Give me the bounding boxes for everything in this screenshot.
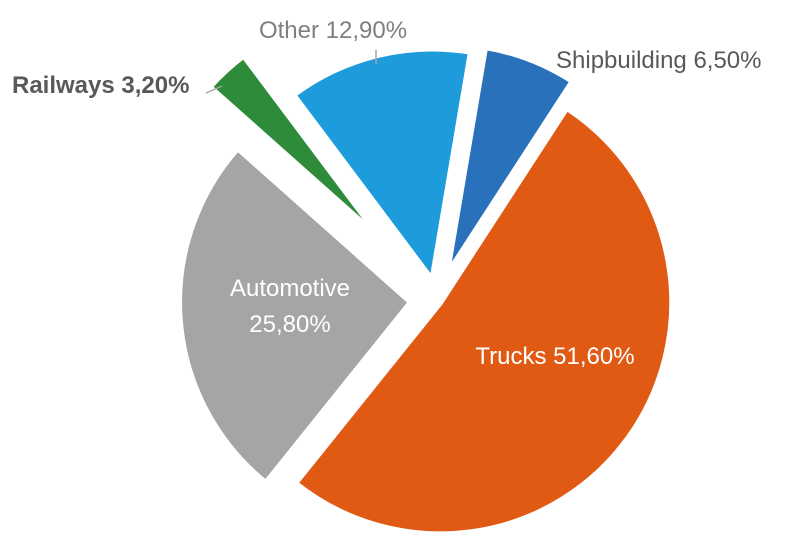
- data-label-railways: Railways 3,20%: [12, 72, 189, 99]
- pie-slice-railways: [205, 51, 386, 244]
- pie-slice-other: [288, 45, 475, 288]
- pie-slice-shipbuilding: [443, 43, 577, 278]
- pie-slice-trucks: [290, 103, 676, 538]
- data-label-other: Other 12,90%: [259, 17, 407, 44]
- data-label-automotive: Automotive 25,80%: [230, 275, 350, 338]
- data-label-shipbuilding: Shipbuilding 6,50%: [556, 47, 762, 74]
- leader-line-railways: [205, 85, 223, 94]
- data-label-trucks: Trucks 51,60%: [475, 343, 634, 370]
- pie-slice-automotive: [176, 143, 416, 488]
